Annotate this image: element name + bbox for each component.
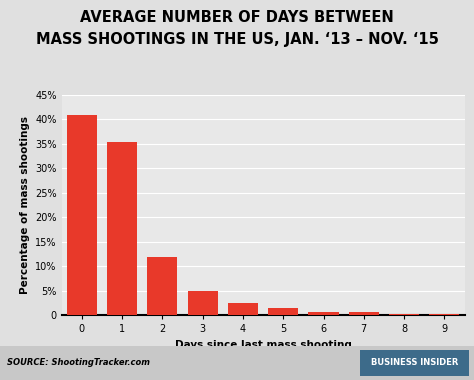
Text: MASS SHOOTINGS IN THE US, JAN. ‘13 – NOV. ‘15: MASS SHOOTINGS IN THE US, JAN. ‘13 – NOV… bbox=[36, 32, 438, 47]
Bar bbox=[228, 303, 258, 315]
Bar bbox=[429, 314, 459, 315]
Text: SOURCE: ShootingTracker.com: SOURCE: ShootingTracker.com bbox=[7, 358, 150, 367]
Bar bbox=[107, 141, 137, 315]
Text: BUSINESS INSIDER: BUSINESS INSIDER bbox=[371, 358, 458, 367]
Bar bbox=[309, 312, 338, 315]
Bar bbox=[67, 115, 97, 315]
X-axis label: Days since last mass shooting: Days since last mass shooting bbox=[174, 340, 352, 350]
Text: AVERAGE NUMBER OF DAYS BETWEEN: AVERAGE NUMBER OF DAYS BETWEEN bbox=[80, 10, 394, 24]
Y-axis label: Percentage of mass shootings: Percentage of mass shootings bbox=[19, 116, 29, 294]
Bar bbox=[147, 256, 177, 315]
Bar bbox=[389, 314, 419, 315]
Bar bbox=[188, 291, 218, 315]
Bar bbox=[268, 308, 298, 315]
Bar bbox=[349, 312, 379, 315]
